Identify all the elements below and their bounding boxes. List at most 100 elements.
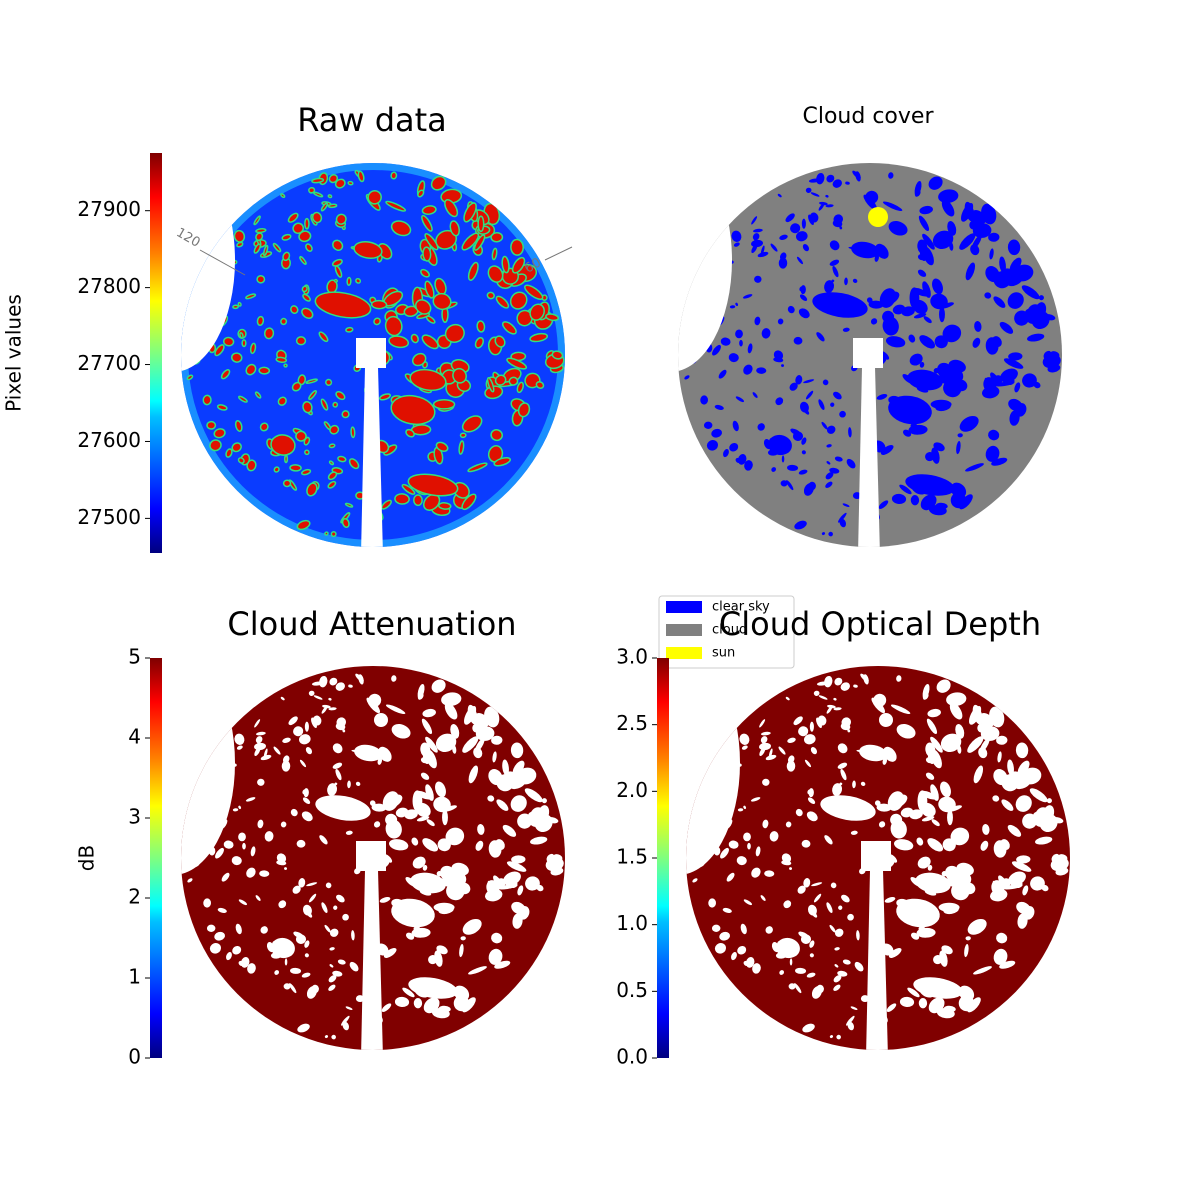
- cloud-patch: [462, 736, 479, 753]
- cloud-patch: [494, 335, 506, 348]
- cloud-patch: [859, 744, 887, 762]
- sky-disc: [686, 666, 1070, 1050]
- cloud-patch: [736, 332, 740, 339]
- cloud-patch: [280, 193, 286, 199]
- cloud-patch: [785, 213, 795, 223]
- cloud-patch: [756, 367, 767, 374]
- cloud-patch: [272, 242, 282, 253]
- cloud-patch: [896, 898, 940, 928]
- cloud-patch: [973, 966, 992, 975]
- cloud-patch: [288, 716, 298, 726]
- cloud-patch: [452, 367, 467, 384]
- cloud-patch: [918, 215, 930, 232]
- cloud-patch: [254, 391, 262, 399]
- cloud-patch: [798, 469, 808, 475]
- cloud-patch: [315, 795, 371, 821]
- cloud-patch: [733, 242, 740, 247]
- cloud-patch: [714, 943, 727, 954]
- legend: clear sky cloud sun: [658, 595, 795, 669]
- cloud-patch: [406, 932, 415, 940]
- cloud-patch: [796, 256, 804, 265]
- cloud-patch: [706, 440, 719, 451]
- cloud-patch: [301, 307, 314, 319]
- cloud-patch: [391, 723, 411, 739]
- cloud-patch: [768, 434, 792, 456]
- cloud-patch: [335, 390, 346, 401]
- cloud-patch: [289, 464, 302, 472]
- cloud-patch: [971, 234, 982, 251]
- cloud-patch: [786, 480, 794, 491]
- cloud-patch: [545, 817, 559, 824]
- cloud-patch: [295, 336, 307, 346]
- cloud-patch: [311, 177, 325, 184]
- cloud-patch: [916, 837, 924, 846]
- cloud-patch: [728, 840, 739, 849]
- cloud-patch: [237, 457, 245, 464]
- cloud-patch: [833, 707, 842, 711]
- cloud-patch: [501, 321, 517, 335]
- cloud-patch: [444, 323, 465, 343]
- cloud-patch: [996, 735, 1008, 745]
- cloud-patch: [1000, 839, 1010, 850]
- cloud-patch: [786, 760, 796, 772]
- cloud-patch: [283, 755, 290, 764]
- cloud-patch: [301, 972, 311, 978]
- cloud-patch: [328, 984, 336, 991]
- cloud-patch: [868, 300, 884, 309]
- cloud-patch: [234, 733, 245, 745]
- cloud-patch: [1015, 742, 1029, 759]
- cloud-patch: [798, 726, 809, 737]
- cloud-patch: [415, 299, 432, 315]
- cloud-patch: [950, 827, 970, 846]
- cloud-patch: [296, 519, 311, 531]
- cloud-patch: [530, 807, 545, 824]
- cloud-patch: [826, 174, 835, 183]
- cloud-patch: [254, 747, 261, 757]
- cloud-patch: [302, 904, 312, 916]
- cloud-patch: [700, 395, 708, 405]
- cloud-patch: [226, 951, 232, 961]
- cloud-patch: [794, 967, 807, 974]
- cloud-patch: [477, 823, 485, 835]
- cloud-patch: [438, 502, 452, 510]
- cloud-patch: [491, 735, 503, 745]
- cloud-patch: [742, 294, 753, 299]
- cloud-patch: [255, 232, 264, 241]
- cloud-patch: [411, 837, 419, 846]
- cloud-patch: [442, 873, 457, 887]
- cloud-patch: [1000, 878, 1011, 889]
- cloud-patch: [373, 821, 381, 828]
- cloud-patch: [331, 1034, 336, 1040]
- cloud-patch: [328, 460, 335, 466]
- cloud-patch: [255, 228, 267, 234]
- cloud-patch: [552, 854, 563, 862]
- cloud-patch: [270, 434, 296, 456]
- cloud-patch: [491, 247, 498, 261]
- cloud-patch: [896, 723, 916, 739]
- cloud-patch: [1035, 807, 1050, 824]
- cloud-patch: [824, 835, 833, 845]
- azimuth-line: [544, 246, 573, 261]
- cloud-patch: [186, 374, 194, 381]
- cloud-patch: [825, 481, 833, 488]
- cloud-patch: [421, 205, 437, 215]
- cloud-patch: [305, 378, 318, 384]
- cloud-patch: [882, 201, 903, 212]
- cloud-patch: [752, 233, 760, 241]
- cloud-patch: [781, 860, 792, 866]
- cloud-patch: [281, 233, 292, 241]
- cloud-patch: [380, 499, 392, 510]
- cloud-patch: [779, 234, 788, 241]
- cloud-patch: [487, 445, 504, 463]
- cloud-patch: [487, 265, 504, 283]
- cloud-patch: [863, 674, 869, 685]
- cloud-patch: [332, 401, 339, 408]
- cloud-patch: [424, 232, 439, 251]
- cloud-patch: [787, 305, 795, 314]
- cloud-patch: [420, 772, 430, 780]
- cloud-patch: [967, 918, 987, 935]
- cloud-patch: [876, 803, 892, 812]
- cloud-patch: [346, 276, 352, 286]
- cloud-patch: [933, 442, 945, 452]
- cloud-patch: [845, 181, 850, 185]
